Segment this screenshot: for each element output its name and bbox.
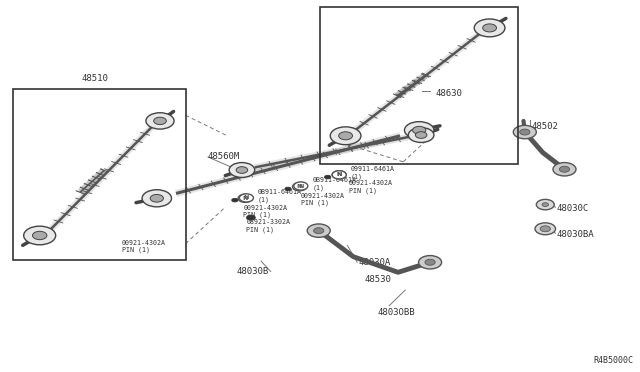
Text: 00921-4302A
PIN (1): 00921-4302A PIN (1) [243, 205, 287, 218]
Text: 00921-4302A
PIN (1): 00921-4302A PIN (1) [349, 180, 393, 194]
Circle shape [239, 194, 253, 202]
Circle shape [474, 19, 505, 37]
Text: 48630: 48630 [435, 89, 462, 97]
Circle shape [536, 199, 554, 210]
Circle shape [330, 127, 361, 145]
Circle shape [483, 24, 497, 32]
Text: R4B5000C: R4B5000C [594, 356, 634, 365]
Text: 0B911-6461A
(1): 0B911-6461A (1) [312, 177, 356, 191]
Circle shape [542, 203, 548, 206]
Circle shape [33, 231, 47, 240]
Circle shape [339, 132, 353, 140]
Text: 48510: 48510 [81, 74, 108, 83]
Text: N: N [337, 172, 342, 177]
Circle shape [553, 163, 576, 176]
Circle shape [535, 223, 556, 235]
Text: 48030C: 48030C [557, 204, 589, 213]
Circle shape [142, 190, 172, 207]
Text: 00921-4302A
PIN (1): 00921-4302A PIN (1) [122, 240, 166, 253]
Text: 48530: 48530 [365, 275, 392, 284]
Bar [13, 89, 186, 260]
Text: 09911-6461A
(1): 09911-6461A (1) [351, 166, 395, 180]
Circle shape [294, 182, 308, 190]
Circle shape [324, 175, 331, 179]
Circle shape [307, 224, 330, 237]
Circle shape [314, 228, 324, 234]
Circle shape [425, 259, 435, 265]
Circle shape [150, 195, 163, 202]
Circle shape [146, 113, 174, 129]
Circle shape [246, 215, 255, 220]
Text: N: N [244, 195, 249, 201]
Bar [320, 7, 518, 164]
Text: 48560M: 48560M [208, 152, 240, 161]
Circle shape [415, 132, 427, 138]
Text: 48030B: 48030B [237, 267, 269, 276]
Circle shape [404, 122, 434, 139]
Circle shape [520, 129, 530, 135]
Circle shape [285, 187, 291, 191]
Circle shape [332, 171, 346, 179]
Text: 48502: 48502 [531, 122, 558, 131]
Circle shape [559, 166, 570, 172]
Circle shape [540, 226, 550, 232]
Circle shape [413, 126, 426, 134]
Circle shape [332, 171, 346, 179]
Text: N: N [337, 172, 342, 177]
Circle shape [236, 167, 248, 173]
Circle shape [154, 117, 166, 125]
Text: 48030A: 48030A [358, 258, 390, 267]
Circle shape [419, 256, 442, 269]
Text: 00921-4302A
PIN (1): 00921-4302A PIN (1) [301, 193, 345, 206]
Text: 08921-3302A
PIN (1): 08921-3302A PIN (1) [246, 219, 291, 233]
Circle shape [408, 128, 434, 142]
Circle shape [513, 125, 536, 139]
Text: 48030BA: 48030BA [557, 230, 595, 239]
Text: N: N [298, 183, 303, 189]
Circle shape [232, 198, 238, 202]
Circle shape [292, 183, 307, 191]
Text: N: N [243, 196, 248, 201]
Circle shape [24, 226, 56, 245]
Text: 0B911-6461A
(1): 0B911-6461A (1) [258, 189, 302, 203]
Text: N: N [297, 184, 302, 189]
Text: 4803OBB: 4803OBB [378, 308, 415, 317]
Circle shape [229, 163, 255, 177]
Circle shape [238, 194, 252, 202]
